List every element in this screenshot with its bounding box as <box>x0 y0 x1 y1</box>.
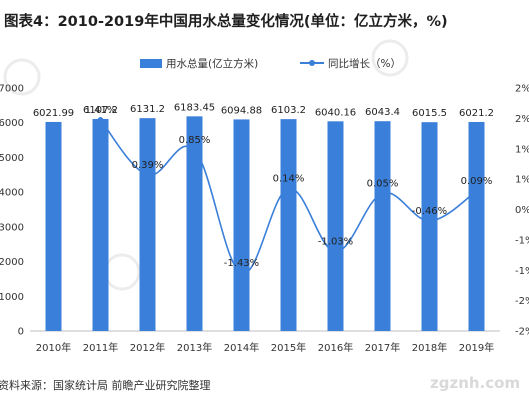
growth-point <box>144 172 151 178</box>
growth-value-label: -0.46% <box>412 206 447 217</box>
growth-point <box>285 185 292 192</box>
watermark-logo-circle <box>371 39 409 77</box>
bar <box>92 118 109 331</box>
growth-point <box>473 188 480 194</box>
y-left-tick-label: 0 <box>18 327 24 338</box>
bar <box>45 121 62 331</box>
source-note: 资料来源：国家统计局 前瞻产业研究院整理 <box>0 378 211 392</box>
growth-point <box>238 270 245 277</box>
y-right-tick-label: 0% <box>515 205 529 216</box>
legend-bar-swatch <box>140 59 162 68</box>
legend: 用水总量(亿立方米) 同比增长（%） <box>140 57 401 70</box>
growth-value-label: 0.39% <box>132 160 164 171</box>
bar-value-label: 6183.45 <box>174 102 215 113</box>
growth-point <box>426 218 433 224</box>
y-left-tick-label: 5000 <box>0 153 24 164</box>
x-tick-label: 2016年 <box>318 341 353 354</box>
watermark-logo-circle <box>3 58 41 96</box>
x-tick-label: 2018年 <box>412 341 447 354</box>
watermark-stamp: zgznh.com <box>426 372 529 392</box>
y-right-tick-label: 1% <box>515 175 529 186</box>
x-tick-label: 2012年 <box>130 341 165 354</box>
y-right-tick-label: -2% <box>515 327 529 338</box>
bar <box>186 116 203 331</box>
growth-value-label: 1.41% <box>85 105 117 116</box>
y-left-tick-label: 6000 <box>0 118 24 129</box>
x-tick-label: 2015年 <box>271 341 306 354</box>
growth-point <box>191 147 198 153</box>
bars <box>45 116 485 332</box>
bar-labels: 6021.99 6107.2 6131.2 6183.45 6094.88 6103.2 6… <box>33 102 494 119</box>
y-left-tick-label: 1000 <box>0 292 24 303</box>
bar-value-label: 6094.88 <box>221 105 262 116</box>
growth-value-label: 0.09% <box>461 176 493 187</box>
growth-value-label: 0.05% <box>367 178 399 189</box>
y-left-tick-label: 7000 <box>0 84 24 95</box>
legend-bar-label: 用水总量(亿立方米) <box>166 57 258 70</box>
legend-line-marker <box>309 60 315 66</box>
y-left-tick-label: 3000 <box>0 222 24 233</box>
x-tick-label: 2010年 <box>36 341 71 354</box>
watermark-logos <box>3 39 409 291</box>
y-right-tick-label: -1% <box>515 266 529 277</box>
growth-point <box>379 190 386 197</box>
y-left-tick-label: 4000 <box>0 188 24 199</box>
growth-line <box>99 119 477 275</box>
bar <box>139 118 156 331</box>
growth-value-label: -1.43% <box>224 258 259 269</box>
bar-value-label: 6021.99 <box>33 108 74 119</box>
growth-value-label: 0.14% <box>273 173 305 184</box>
bar-value-label: 6021.2 <box>459 108 494 119</box>
x-tick-label: 2014年 <box>224 341 259 354</box>
y-left-tick-label: 2000 <box>0 257 24 268</box>
bar <box>421 122 438 332</box>
bar <box>468 121 485 332</box>
growth-value-label: -1.03% <box>318 237 353 248</box>
growth-point <box>332 248 339 255</box>
legend-line-label: 同比增长（%） <box>328 57 401 70</box>
bar-value-label: 6040.16 <box>315 107 356 118</box>
x-tick-label: 2011年 <box>83 341 118 354</box>
watermark-text: zgznh.com <box>430 374 520 392</box>
bar <box>327 121 344 331</box>
growth-value-label: 0.85% <box>179 135 211 146</box>
y-right-tick-label: -1% <box>515 235 529 246</box>
watermark-box <box>426 372 529 392</box>
bar-value-label: 6043.4 <box>365 107 400 118</box>
bar-value-label: 6103.2 <box>271 105 306 116</box>
y-right-tick-label: 2% <box>515 84 529 95</box>
y-right-tick-label: 1% <box>515 144 529 155</box>
x-tick-label: 2017年 <box>365 341 400 354</box>
y-right-tick-label: 2% <box>515 114 529 125</box>
bar <box>233 119 250 331</box>
bar <box>374 121 391 331</box>
chart-title: 图表4：2010-2019年中国用水总量变化情况(单位：亿立方米，%) <box>4 12 448 30</box>
watermark-logo-circle <box>103 253 141 291</box>
growth-point <box>97 117 104 123</box>
bar <box>280 119 297 331</box>
growth-labels: 1.41% 0.39% 0.85% -1.43% 0.14% -1.03% 0.05% -0.… <box>85 105 493 269</box>
bar-value-label: 6015.5 <box>412 108 447 119</box>
bar-value-label: 6131.2 <box>130 104 165 115</box>
y-right-tick-label: -2% <box>515 296 529 307</box>
x-tick-label: 2019年 <box>459 341 494 354</box>
bar-value-label: 6107.2 <box>83 105 118 116</box>
x-tick-label: 2013年 <box>177 341 212 354</box>
growth-line-group <box>97 117 480 277</box>
axes: 7000 6000 5000 4000 3000 2000 1000 0 2% 2% 1% 1% 0% -… <box>0 84 529 355</box>
